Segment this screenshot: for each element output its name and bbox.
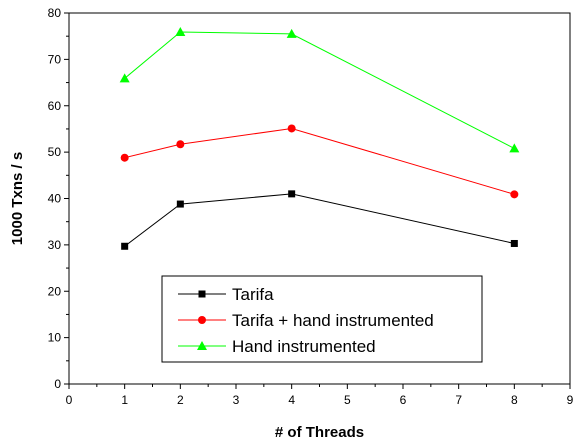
legend-marker-2 — [197, 341, 207, 350]
legend-label-0: Tarifa — [232, 285, 274, 304]
legend-box — [161, 275, 483, 363]
x-tick-label-8: 8 — [511, 393, 518, 407]
y-tick-label-3: 30 — [48, 238, 62, 252]
x-tick-label-4: 4 — [288, 393, 295, 407]
x-tick-label-2: 2 — [177, 393, 184, 407]
series-line-0 — [124, 193, 515, 247]
series-2 — [119, 27, 520, 153]
y-axis-ticks: 0 10 20 30 40 50 60 70 80 — [48, 6, 69, 391]
series-layer — [119, 27, 520, 250]
x-tick-label-3: 3 — [233, 393, 240, 407]
data-point-1-0 — [120, 153, 129, 162]
data-point-1-1 — [176, 140, 185, 149]
y-tick-label-5: 50 — [48, 145, 62, 159]
legend-label-2: Hand instrumented — [232, 337, 376, 356]
y-tick-label-4: 40 — [48, 192, 62, 206]
data-point-2-1 — [175, 27, 186, 37]
x-tick-label-5: 5 — [344, 393, 351, 407]
legend-label-1: Tarifa + hand instrumented — [232, 311, 434, 330]
y-tick-label-1: 10 — [48, 331, 62, 345]
x-axis-title: # of Threads — [275, 424, 364, 440]
data-point-0-3 — [510, 239, 518, 247]
y-tick-label-7: 70 — [48, 52, 62, 66]
x-tick-label-0: 0 — [66, 393, 73, 407]
x-axis-ticks: 0 1 2 3 4 5 6 7 8 9 — [66, 384, 574, 407]
x-tick-label-6: 6 — [400, 393, 407, 407]
legend-marker-0 — [198, 290, 206, 298]
data-point-1-3 — [510, 190, 519, 199]
data-point-2-3 — [509, 143, 520, 153]
legend-marker-1 — [198, 316, 206, 324]
x-tick-label-7: 7 — [455, 393, 462, 407]
data-point-2-0 — [119, 73, 130, 83]
y-tick-label-8: 80 — [48, 6, 62, 20]
x-tick-label-1: 1 — [121, 393, 128, 407]
y-axis-title: 1000 Txns / s — [9, 152, 26, 245]
legend: Tarifa Tarifa + hand instrumented Hand ins… — [161, 275, 483, 363]
data-point-1-2 — [287, 124, 296, 133]
data-point-0-2 — [288, 190, 296, 198]
data-point-2-2 — [286, 28, 297, 38]
data-point-0-0 — [121, 242, 129, 250]
y-tick-label-6: 60 — [48, 99, 62, 113]
series-line-2 — [124, 31, 515, 149]
y-tick-label-2: 20 — [48, 284, 62, 298]
series-1 — [120, 124, 519, 199]
y-tick-label-0: 0 — [54, 377, 61, 391]
x-tick-label-9: 9 — [567, 393, 574, 407]
series-0 — [121, 190, 518, 250]
data-point-0-1 — [176, 200, 184, 208]
series-line-1 — [124, 127, 515, 195]
